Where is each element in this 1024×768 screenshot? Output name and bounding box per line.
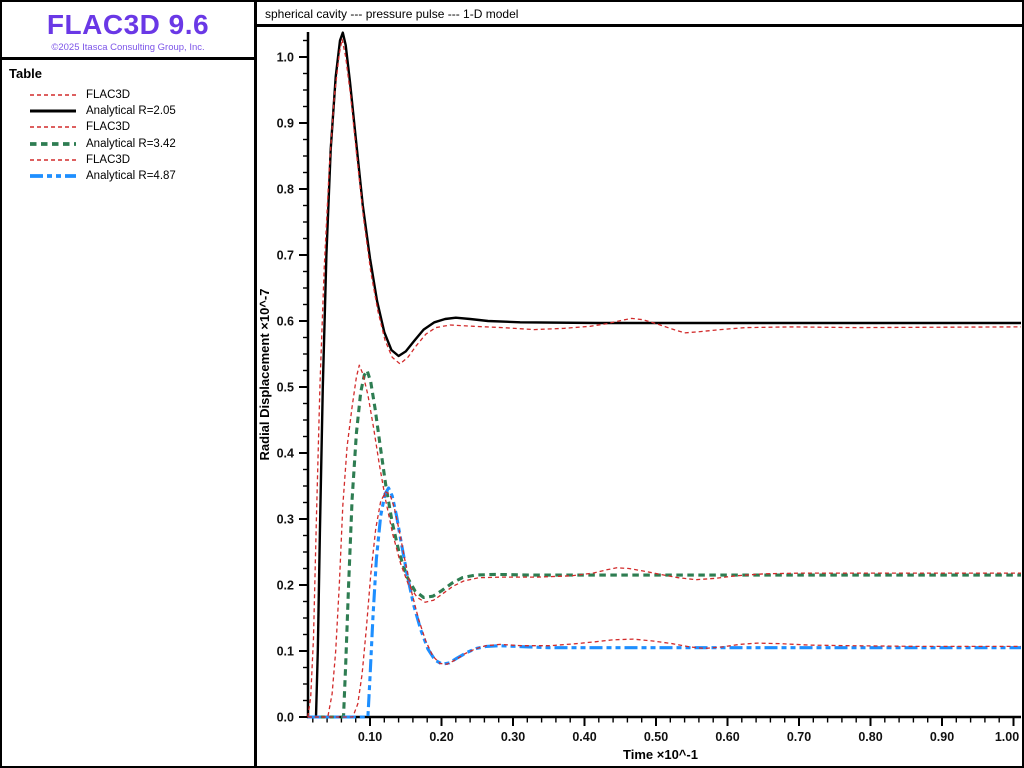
plot-title: spherical cavity --- pressure pulse --- … xyxy=(265,7,519,21)
x-axis: 0.10 0.20 0.30 0.40 0.50 0.60 0.70 0.80 0.90 1.00 xyxy=(312,717,1019,744)
svg-text:0.5: 0.5 xyxy=(277,380,294,394)
svg-text:0.80: 0.80 xyxy=(858,730,882,744)
plot-canvas[interactable]: 0.0 0.1 0.2 0.3 0.4 0.5 0.6 0.7 0.8 0.9 1.0 0.10 0.2… xyxy=(257,27,1022,766)
svg-text:0.6: 0.6 xyxy=(277,314,294,328)
svg-text:0.8: 0.8 xyxy=(277,182,294,196)
legend-item-label: FLAC3D xyxy=(86,121,131,134)
svg-text:0.3: 0.3 xyxy=(277,512,294,526)
svg-text:0.10: 0.10 xyxy=(358,730,382,744)
legend-item[interactable]: FLAC3D xyxy=(30,119,254,135)
app-logo: FLAC3D 9.6 xyxy=(46,9,210,40)
y-axis: 0.0 0.1 0.2 0.3 0.4 0.5 0.6 0.7 0.8 0.9 1.0 xyxy=(277,39,308,724)
svg-text:0.60: 0.60 xyxy=(715,730,739,744)
legend-item[interactable]: FLAC3D xyxy=(30,87,254,103)
svg-text:0.20: 0.20 xyxy=(429,730,453,744)
x-axis-title: Time ×10^-1 xyxy=(623,747,698,762)
title-separator xyxy=(257,24,1022,27)
series-lines xyxy=(307,31,1021,719)
svg-text:0.40: 0.40 xyxy=(572,730,596,744)
svg-text:0.2: 0.2 xyxy=(277,578,294,592)
legend-item[interactable]: FLAC3D xyxy=(30,152,254,168)
svg-text:1.00: 1.00 xyxy=(995,730,1019,744)
legend-header: Table xyxy=(9,66,42,81)
legend-line-swatch xyxy=(30,109,76,113)
legend-item-label: FLAC3D xyxy=(86,153,131,166)
series-line xyxy=(307,491,1021,718)
series-line xyxy=(307,38,1021,718)
panel-divider xyxy=(254,2,257,766)
legend-item-label: Analytical R=4.87 xyxy=(86,170,176,183)
svg-text:0.9: 0.9 xyxy=(277,116,294,130)
legend-line-swatch xyxy=(30,94,76,96)
plot-title-bar: spherical cavity --- pressure pulse --- … xyxy=(257,2,1022,24)
legend-line-swatch xyxy=(30,141,76,146)
legend-panel: FLAC3D 9.6 ©2025 Itasca Consulting Group… xyxy=(2,2,254,766)
y-axis-title: Radial Displacement ×10^-7 xyxy=(257,289,272,461)
copyright-text: ©2025 Itasca Consulting Group, Inc. xyxy=(51,42,205,53)
legend-item[interactable]: Analytical R=3.42 xyxy=(30,136,254,152)
svg-text:0.90: 0.90 xyxy=(930,730,954,744)
legend-item[interactable]: Analytical R=2.05 xyxy=(30,103,254,119)
series-line xyxy=(307,31,1021,719)
svg-text:0.30: 0.30 xyxy=(501,730,525,744)
svg-text:0.0: 0.0 xyxy=(277,710,294,724)
legend: Table FLAC3D Analytical R=2.05 FLAC3D An… xyxy=(2,64,254,184)
legend-panel-divider xyxy=(2,57,254,60)
series-line xyxy=(307,486,1021,719)
svg-text:1.0: 1.0 xyxy=(277,50,294,64)
svg-text:0.7: 0.7 xyxy=(277,248,294,262)
axes xyxy=(306,32,1021,719)
series-line xyxy=(307,368,1021,719)
legend-item-label: Analytical R=3.42 xyxy=(86,137,176,150)
svg-text:0.1: 0.1 xyxy=(277,644,294,658)
legend-item-label: Analytical R=2.05 xyxy=(86,105,176,118)
svg-text:0.50: 0.50 xyxy=(644,730,668,744)
legend-line-swatch xyxy=(30,126,76,129)
svg-text:0.4: 0.4 xyxy=(277,446,294,460)
legend-line-swatch xyxy=(30,174,76,178)
series-line xyxy=(307,364,1021,718)
svg-text:0.70: 0.70 xyxy=(787,730,811,744)
legend-item[interactable]: Analytical R=4.87 xyxy=(30,168,254,184)
legend-line-swatch xyxy=(30,159,76,161)
legend-item-label: FLAC3D xyxy=(86,89,131,102)
legend-items: FLAC3D Analytical R=2.05 FLAC3D Analytic… xyxy=(30,87,254,184)
